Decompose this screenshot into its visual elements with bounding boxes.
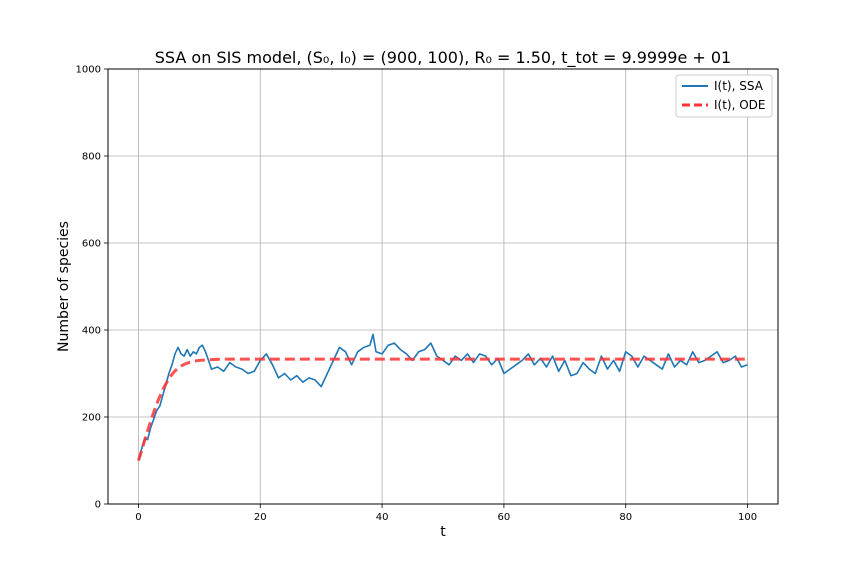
y-tick-label: 600 [82,239,101,250]
gridlines [108,68,778,505]
x-tick-label: 20 [254,512,267,523]
plot-frame [107,68,779,505]
legend-label-ode: I(t), ODE [714,98,766,112]
y-axis-label: Number of species [56,221,72,352]
plot-area [108,69,778,504]
x-tick-label: 60 [498,512,511,523]
legend-label-ssa: I(t), SSA [714,79,764,93]
y-tick-label: 0 [95,500,101,511]
x-tick-label: 0 [135,512,141,523]
y-tick-label: 200 [82,413,101,424]
series-layer [137,333,748,461]
x-axis-label: t [440,524,446,540]
y-tick-label: 400 [82,326,101,337]
x-tick-label: 80 [619,512,632,523]
x-tick-label: 40 [376,512,389,523]
y-tick-label: 800 [82,152,101,163]
y-tick-label: 1000 [76,65,101,76]
chart-title: SSA on SIS model, (S₀, I₀) = (900, 100),… [155,48,731,68]
series-line-ode [137,357,748,461]
x-tick-label: 100 [738,512,757,523]
legend: I(t), SSA I(t), ODE [675,74,773,118]
